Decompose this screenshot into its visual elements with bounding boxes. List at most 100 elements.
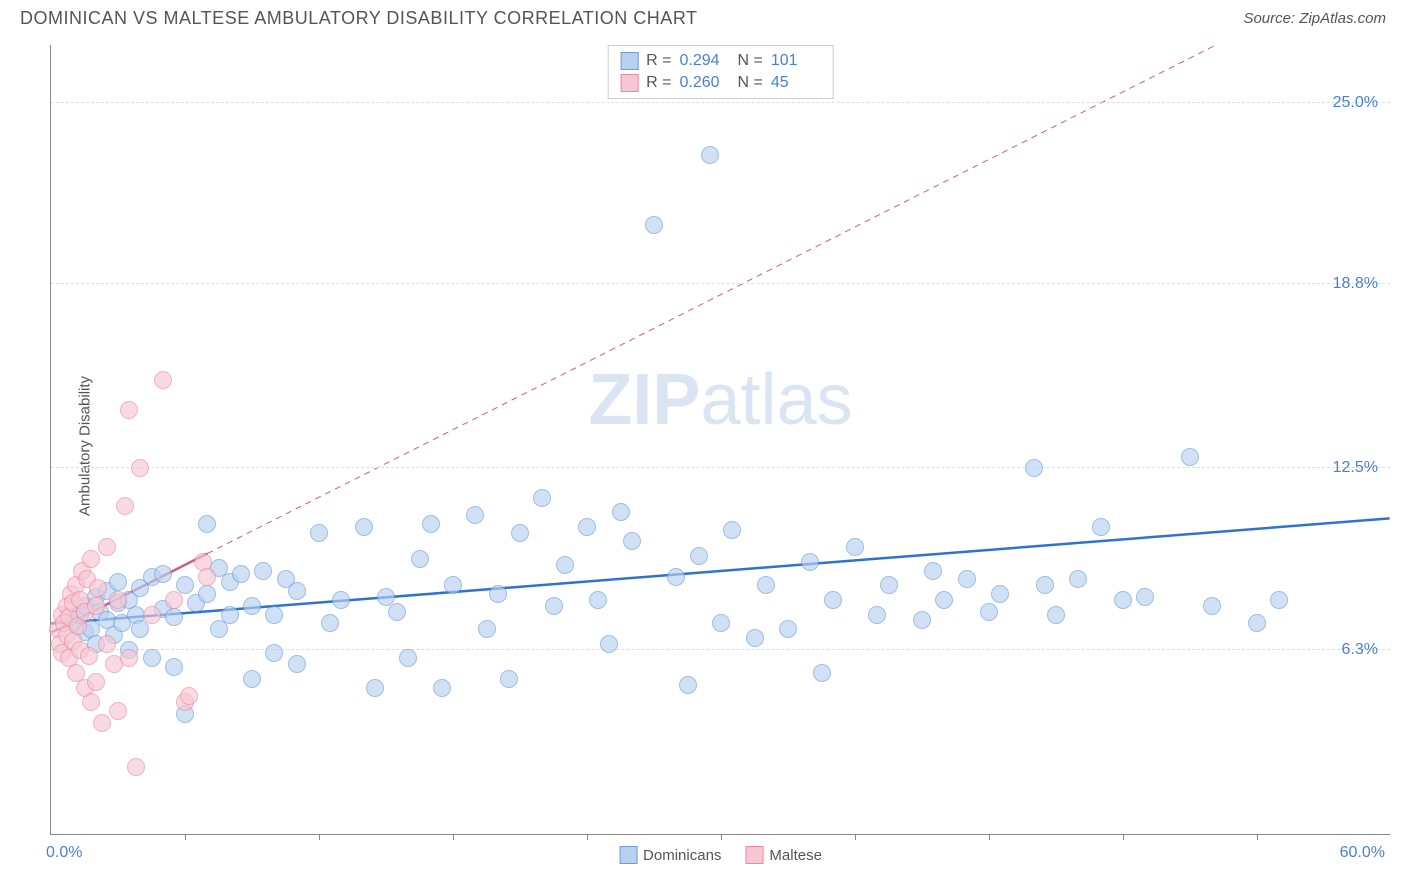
- x-axis-max-label: 60.0%: [1340, 844, 1385, 862]
- data-point: [824, 591, 842, 609]
- data-point: [880, 576, 898, 594]
- data-point: [980, 603, 998, 621]
- data-point: [82, 693, 100, 711]
- data-point: [165, 591, 183, 609]
- data-point: [667, 568, 685, 586]
- data-point: [180, 687, 198, 705]
- y-tick-label: 25.0%: [1333, 94, 1378, 112]
- data-point: [1203, 597, 1221, 615]
- data-point: [288, 582, 306, 600]
- data-point: [679, 676, 697, 694]
- data-point: [690, 547, 708, 565]
- data-point: [154, 371, 172, 389]
- data-point: [98, 635, 116, 653]
- data-point: [500, 670, 518, 688]
- data-point: [533, 489, 551, 507]
- data-point: [1181, 448, 1199, 466]
- stats-swatch-dominicans: [620, 52, 638, 70]
- scatter-chart: ZIPatlas R =0.294 N =101 R =0.260 N =45 …: [50, 45, 1390, 835]
- data-point: [444, 576, 462, 594]
- data-point: [221, 606, 239, 624]
- data-point: [1036, 576, 1054, 594]
- data-point: [87, 597, 105, 615]
- data-point: [321, 614, 339, 632]
- stats-row-dominicans: R =0.294 N =101: [620, 50, 821, 72]
- data-point: [109, 702, 127, 720]
- x-axis-min-label: 0.0%: [46, 844, 82, 862]
- data-point: [623, 532, 641, 550]
- data-point: [556, 556, 574, 574]
- data-point: [265, 644, 283, 662]
- data-point: [109, 591, 127, 609]
- y-tick-label: 18.8%: [1333, 275, 1378, 293]
- gridline: [51, 283, 1390, 284]
- data-point: [87, 673, 105, 691]
- data-point: [545, 597, 563, 615]
- data-point: [355, 518, 373, 536]
- series-legend: Dominicans Maltese: [619, 846, 822, 864]
- stats-row-maltese: R =0.260 N =45: [620, 72, 821, 94]
- data-point: [154, 565, 172, 583]
- data-point: [478, 620, 496, 638]
- data-point: [388, 603, 406, 621]
- data-point: [846, 538, 864, 556]
- data-point: [511, 524, 529, 542]
- gridline: [51, 102, 1390, 103]
- data-point: [288, 655, 306, 673]
- data-point: [600, 635, 618, 653]
- data-point: [433, 679, 451, 697]
- legend-label: Dominicans: [643, 847, 721, 864]
- chart-title: DOMINICAN VS MALTESE AMBULATORY DISABILI…: [20, 8, 697, 29]
- data-point: [813, 664, 831, 682]
- data-point: [801, 553, 819, 571]
- data-point: [243, 670, 261, 688]
- data-point: [80, 647, 98, 665]
- data-point: [913, 611, 931, 629]
- data-point: [578, 518, 596, 536]
- data-point: [589, 591, 607, 609]
- data-point: [1047, 606, 1065, 624]
- gridline: [51, 467, 1390, 468]
- data-point: [868, 606, 886, 624]
- data-point: [701, 146, 719, 164]
- data-point: [612, 503, 630, 521]
- y-tick-label: 12.5%: [1333, 459, 1378, 477]
- stats-swatch-maltese: [620, 74, 638, 92]
- data-point: [82, 550, 100, 568]
- legend-item: Maltese: [745, 846, 822, 864]
- data-point: [399, 649, 417, 667]
- data-point: [1069, 570, 1087, 588]
- data-point: [198, 585, 216, 603]
- x-tick: [989, 834, 990, 840]
- data-point: [366, 679, 384, 697]
- data-point: [165, 608, 183, 626]
- data-point: [165, 658, 183, 676]
- x-tick: [587, 834, 588, 840]
- legend-swatch: [745, 846, 763, 864]
- data-point: [1092, 518, 1110, 536]
- data-point: [131, 620, 149, 638]
- data-point: [757, 576, 775, 594]
- trend-lines: [51, 45, 1390, 834]
- data-point: [332, 591, 350, 609]
- data-point: [310, 524, 328, 542]
- data-point: [232, 565, 250, 583]
- legend-label: Maltese: [769, 847, 822, 864]
- data-point: [89, 579, 107, 597]
- data-point: [127, 758, 145, 776]
- data-point: [723, 521, 741, 539]
- x-tick: [319, 834, 320, 840]
- x-tick: [721, 834, 722, 840]
- data-point: [1025, 459, 1043, 477]
- data-point: [265, 606, 283, 624]
- data-point: [466, 506, 484, 524]
- data-point: [645, 216, 663, 234]
- data-point: [93, 714, 111, 732]
- data-point: [958, 570, 976, 588]
- source-attribution: Source: ZipAtlas.com: [1243, 10, 1386, 27]
- data-point: [779, 620, 797, 638]
- data-point: [1270, 591, 1288, 609]
- data-point: [1114, 591, 1132, 609]
- data-point: [198, 515, 216, 533]
- legend-item: Dominicans: [619, 846, 721, 864]
